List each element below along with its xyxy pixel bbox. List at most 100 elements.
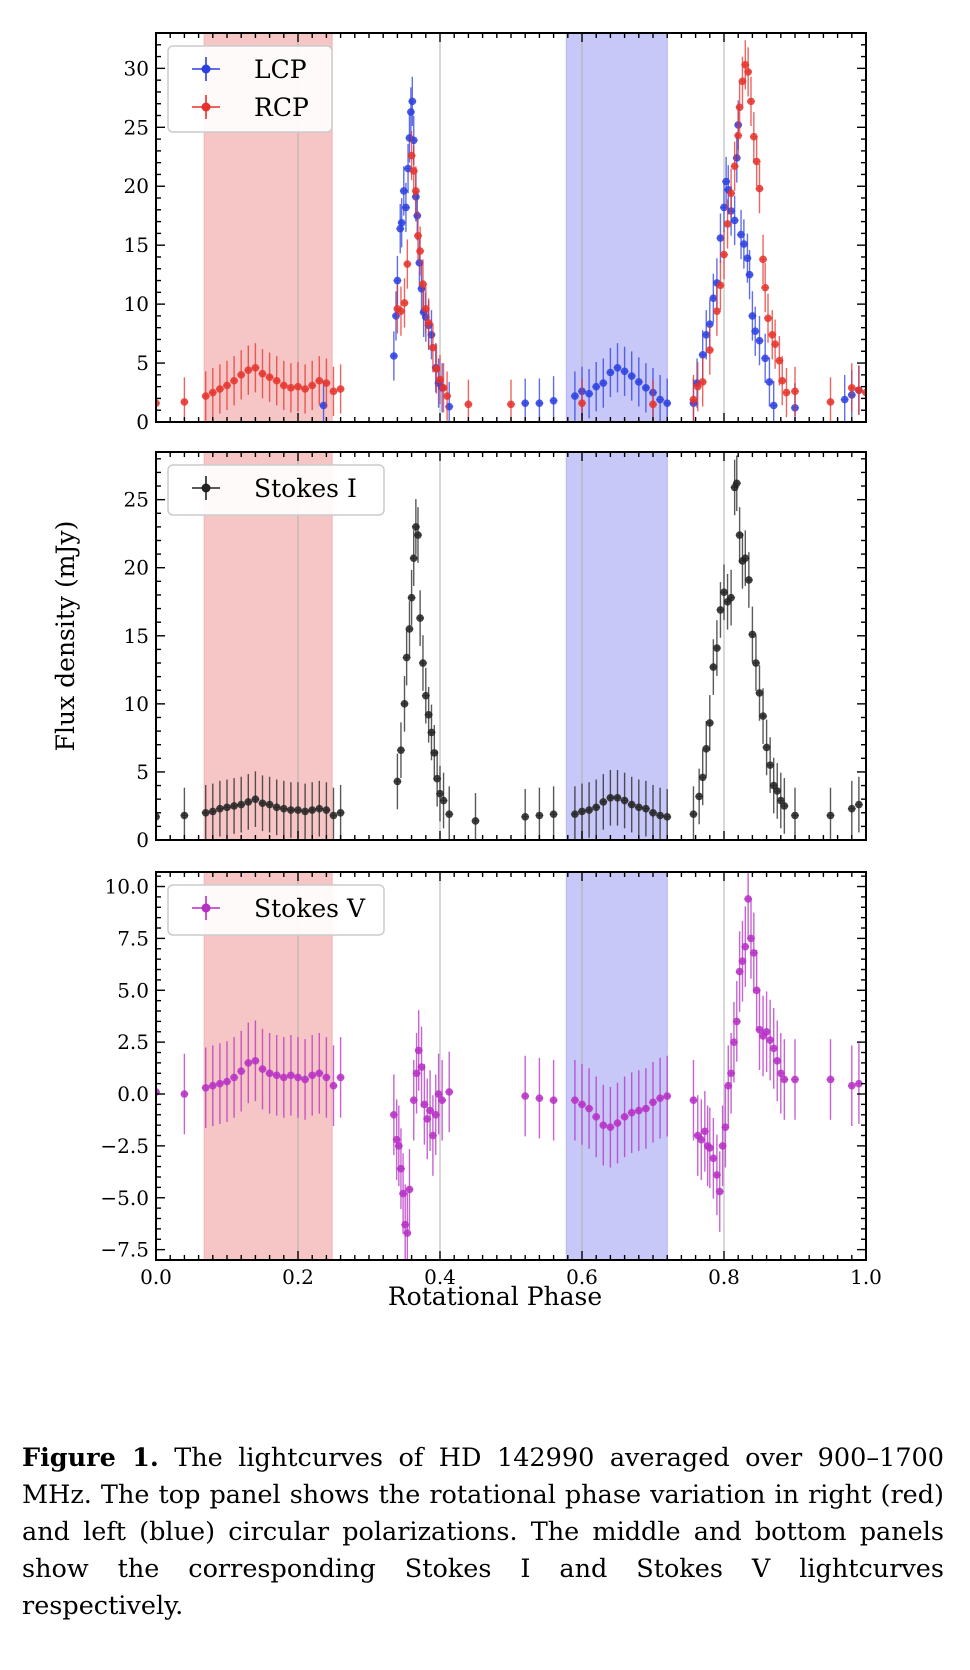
x-axis-label: Rotational Phase xyxy=(388,1282,602,1311)
legend-box xyxy=(167,884,385,936)
series-layer xyxy=(156,40,866,422)
data-point xyxy=(426,1106,434,1115)
data-point xyxy=(706,320,714,328)
data-point xyxy=(737,230,745,239)
data-point xyxy=(301,385,309,393)
data-point xyxy=(216,385,224,393)
data-point xyxy=(287,806,295,814)
data-point xyxy=(336,1073,345,1082)
data-point xyxy=(752,659,760,667)
data-point xyxy=(216,804,224,813)
data-point xyxy=(416,247,424,255)
data-point xyxy=(755,184,764,193)
data-point xyxy=(336,808,345,817)
data-point xyxy=(521,1092,529,1100)
data-point xyxy=(329,1081,338,1090)
data-point xyxy=(521,813,529,821)
data-point xyxy=(308,381,317,390)
data-point xyxy=(635,378,643,386)
data-point xyxy=(571,1096,579,1105)
data-point xyxy=(780,1075,789,1084)
data-point xyxy=(230,802,238,810)
data-point xyxy=(713,644,721,652)
data-point xyxy=(471,817,480,825)
data-point xyxy=(741,554,750,562)
data-point xyxy=(771,340,779,349)
data-point xyxy=(329,811,338,820)
data-point xyxy=(272,803,281,812)
data-point xyxy=(642,1104,650,1113)
data-point xyxy=(244,366,253,374)
data-point xyxy=(773,787,782,795)
data-point xyxy=(322,379,331,387)
data-point xyxy=(620,796,629,805)
data-point xyxy=(713,1171,721,1179)
data-point xyxy=(613,1119,622,1127)
data-point xyxy=(701,1127,709,1136)
data-point xyxy=(405,1185,414,1194)
data-point xyxy=(769,401,778,410)
data-point xyxy=(201,392,210,400)
data-point xyxy=(432,365,441,373)
x-tick-label: 0.2 xyxy=(282,1265,314,1289)
data-point xyxy=(709,663,718,671)
data-point xyxy=(627,1108,636,1117)
data-point xyxy=(549,810,558,818)
data-point xyxy=(769,781,778,790)
data-point xyxy=(535,811,544,820)
data-point xyxy=(656,811,664,820)
data-point xyxy=(744,895,752,903)
data-point xyxy=(400,299,409,307)
data-point xyxy=(635,803,643,812)
data-point xyxy=(738,77,747,86)
data-point xyxy=(329,387,338,396)
data-point xyxy=(759,712,767,720)
data-point xyxy=(280,804,288,813)
data-point xyxy=(748,630,757,639)
data-point xyxy=(730,1038,738,1046)
data-point xyxy=(412,187,420,195)
data-point xyxy=(315,1069,324,1078)
data-point xyxy=(777,1069,785,1078)
data-point xyxy=(826,1075,835,1084)
data-point xyxy=(223,381,231,390)
data-point xyxy=(571,810,579,818)
legend: Stokes V xyxy=(167,884,385,936)
data-point xyxy=(585,389,593,398)
data-point xyxy=(755,689,764,697)
data-point xyxy=(627,372,636,380)
data-point xyxy=(791,811,799,820)
data-point xyxy=(747,97,755,106)
data-point xyxy=(237,371,245,379)
data-point xyxy=(439,384,448,392)
data-point xyxy=(521,399,529,407)
y-tick-label: 0 xyxy=(136,410,149,434)
data-point xyxy=(777,796,785,805)
data-point xyxy=(741,942,750,951)
data-point xyxy=(752,986,761,995)
figure-caption: Figure 1. The lightcurves of HD 142990 a… xyxy=(22,1440,944,1625)
data-point xyxy=(761,283,769,292)
series-layer xyxy=(156,872,863,1260)
series-layer xyxy=(156,455,863,840)
data-point xyxy=(768,330,777,339)
data-point xyxy=(663,813,671,821)
data-point xyxy=(762,743,771,752)
data-point xyxy=(578,807,586,816)
data-point xyxy=(702,330,711,339)
data-point xyxy=(409,1096,418,1105)
data-point xyxy=(748,312,757,320)
data-point xyxy=(848,804,856,813)
data-point xyxy=(840,395,849,404)
data-point xyxy=(416,614,424,622)
data-point xyxy=(336,385,345,393)
data-point xyxy=(209,1081,217,1090)
y-tick-label: 5 xyxy=(136,351,149,375)
data-point xyxy=(727,593,735,602)
data-point xyxy=(578,1100,586,1109)
data-point xyxy=(599,1121,608,1129)
data-point xyxy=(656,1094,664,1102)
data-point xyxy=(237,1067,245,1075)
data-point xyxy=(735,103,744,112)
data-point xyxy=(390,1110,398,1119)
